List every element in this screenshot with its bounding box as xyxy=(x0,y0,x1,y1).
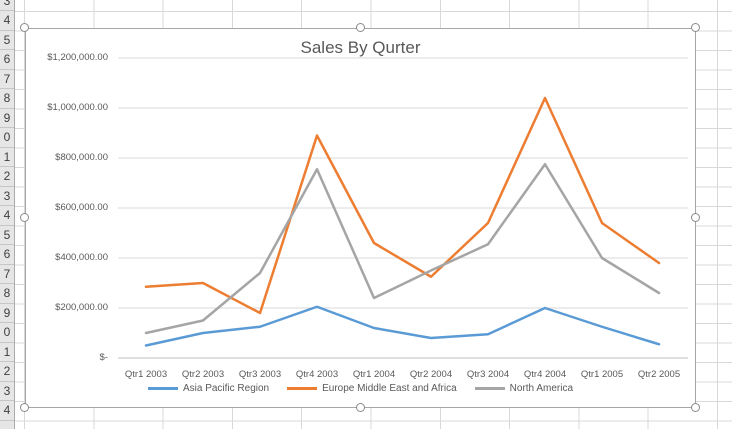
x-axis-tick-label: Qtr3 2004 xyxy=(466,369,510,380)
x-axis-tick-label: Qtr4 2003 xyxy=(295,369,339,380)
series-line-north-america[interactable] xyxy=(144,163,661,335)
row-header-cell[interactable]: 1 xyxy=(0,148,14,167)
legend-label: Europe Middle East and Africa xyxy=(322,383,457,394)
plot-area[interactable] xyxy=(26,29,695,407)
y-axis-tick-label: $1,200,000.00 xyxy=(47,52,108,63)
y-axis-tick-label: $400,000.00 xyxy=(55,252,108,263)
legend-line-marker xyxy=(287,387,318,390)
row-header-cell[interactable]: 1 xyxy=(0,343,14,362)
row-header-cell[interactable]: 5 xyxy=(0,226,14,245)
row-header-cell[interactable]: 4 xyxy=(0,206,14,226)
legend-item[interactable]: Europe Middle East and Africa xyxy=(287,383,457,394)
legend-line-marker xyxy=(147,387,178,390)
row-header-cell[interactable]: 5 xyxy=(0,31,14,50)
selection-handle-top-right[interactable] xyxy=(691,23,700,32)
chart-legend[interactable]: Asia Pacific Region Europe Middle East an… xyxy=(26,383,695,394)
row-header-cell[interactable]: 7 xyxy=(0,70,14,89)
row-header-cell[interactable]: 2 xyxy=(0,362,14,382)
row-header-cell[interactable]: 3 xyxy=(0,187,14,206)
x-axis-tick-label: Qtr1 2005 xyxy=(580,369,624,380)
selection-handle-top-middle[interactable] xyxy=(356,23,365,32)
selection-handle-top-left[interactable] xyxy=(20,23,29,32)
chart-object[interactable]: Sales By Qurter $1,200,000.00 $1,000,000.… xyxy=(25,28,696,408)
x-axis-tick-label: Qtr1 2004 xyxy=(352,369,396,380)
y-axis-tick-label: $- xyxy=(99,352,108,363)
y-axis-tick-label: $600,000.00 xyxy=(55,202,108,213)
legend-item[interactable]: Asia Pacific Region xyxy=(147,383,270,394)
legend-line-marker xyxy=(474,387,505,390)
row-header-cell[interactable]: 8 xyxy=(0,284,14,304)
row-header-cell[interactable]: 2 xyxy=(0,167,14,187)
row-header-cell[interactable]: 6 xyxy=(0,245,14,265)
selection-handle-bottom-middle[interactable] xyxy=(356,403,365,412)
selection-handle-bottom-left[interactable] xyxy=(20,403,29,412)
x-axis-tick-label: Qtr2 2004 xyxy=(409,369,453,380)
series-line-asia-pacific-region[interactable] xyxy=(144,305,661,347)
legend-label: North America xyxy=(509,383,574,394)
series-line-europe-middle-east-and-africa[interactable] xyxy=(144,96,661,315)
row-header-cell[interactable]: 9 xyxy=(0,304,14,323)
row-header-cell[interactable]: 4 xyxy=(0,11,14,31)
x-axis-tick-label: Qtr2 2005 xyxy=(637,369,681,380)
y-axis-tick-label: $800,000.00 xyxy=(55,152,108,163)
row-header-cell[interactable]: 4 xyxy=(0,401,14,421)
row-header-cell[interactable]: 7 xyxy=(0,265,14,284)
selection-handle-middle-right[interactable] xyxy=(691,213,700,222)
row-header-cell[interactable]: 0 xyxy=(0,323,14,343)
row-header-cell[interactable]: 3 xyxy=(0,0,14,11)
x-axis-tick-label: Qtr2 2003 xyxy=(181,369,225,380)
chart-title[interactable]: Sales By Qurter xyxy=(300,38,421,57)
selection-handle-middle-left[interactable] xyxy=(20,213,29,222)
x-axis-tick-label: Qtr1 2003 xyxy=(124,369,168,380)
row-header-cell[interactable]: 0 xyxy=(0,128,14,148)
y-axis-tick-label: $1,000,000.00 xyxy=(47,102,108,113)
legend-label: Asia Pacific Region xyxy=(182,383,270,394)
selection-handle-bottom-right[interactable] xyxy=(691,403,700,412)
x-axis-tick-label: Qtr4 2004 xyxy=(523,369,567,380)
row-header-cell[interactable]: 3 xyxy=(0,382,14,401)
row-header-cell[interactable]: 6 xyxy=(0,50,14,70)
row-header-cell[interactable]: 9 xyxy=(0,109,14,128)
row-header-cell[interactable]: 8 xyxy=(0,89,14,109)
y-axis-tick-label: $200,000.00 xyxy=(55,302,108,313)
legend-item[interactable]: North America xyxy=(474,383,574,394)
x-axis-tick-label: Qtr3 2003 xyxy=(238,369,282,380)
